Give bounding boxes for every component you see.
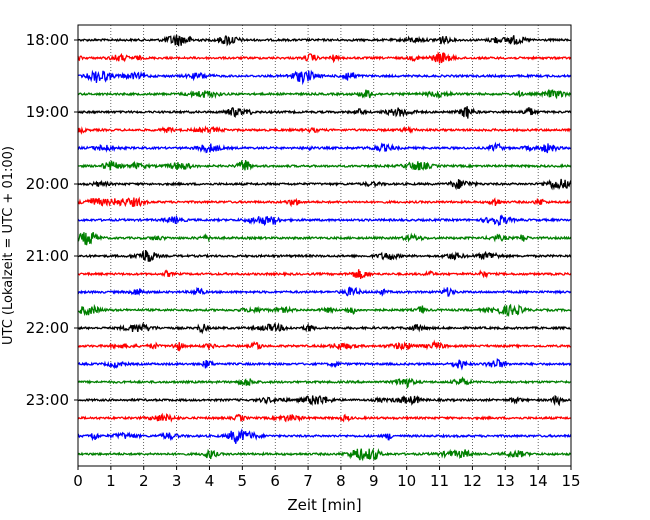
- y-tick-label: 21:00: [26, 247, 69, 265]
- y-tick-label: 18:00: [26, 31, 69, 49]
- seismic-trace-line: [77, 339, 572, 352]
- x-tick-label: 10: [397, 472, 416, 490]
- seismic-trace-line: [77, 106, 572, 119]
- x-tick-label: 9: [369, 472, 379, 490]
- x-tick-label: 0: [73, 472, 83, 490]
- seismic-trace-line: [77, 196, 572, 208]
- x-axis-ticks: 0 1 2 3 4 5 6 7 8 9 10 11 12 13 14 15: [73, 466, 581, 490]
- x-tick-label: 12: [463, 472, 482, 490]
- y-tick-label: 23:00: [26, 391, 69, 409]
- seismic-trace-line: [77, 125, 572, 135]
- seismic-trace-line: [77, 376, 572, 389]
- seismic-trace-line: [77, 214, 572, 227]
- seismic-trace-line: [77, 88, 572, 100]
- y-tick-label: 22:00: [26, 319, 69, 337]
- seismic-trace-line: [77, 34, 572, 47]
- x-tick-label: 4: [205, 472, 215, 490]
- x-tick-label: 7: [303, 472, 313, 490]
- x-tick-label: 8: [336, 472, 346, 490]
- x-tick-label: 5: [238, 472, 248, 490]
- seismic-trace-line: [77, 159, 572, 171]
- x-tick-label: 1: [106, 472, 116, 490]
- plot-frame: [77, 24, 572, 467]
- seismic-trace-line: [77, 249, 572, 262]
- y-tick-label: 20:00: [26, 175, 69, 193]
- seismic-trace-line: [77, 394, 572, 407]
- seismic-trace-line: [77, 412, 572, 423]
- seismic-trace-line: [77, 178, 572, 191]
- seismic-traces: [77, 34, 572, 462]
- y-tick-label: 19:00: [26, 103, 69, 121]
- x-tick-label: 6: [270, 472, 280, 490]
- seismic-trace-line: [77, 321, 572, 335]
- seismic-trace-line: [77, 447, 572, 462]
- seismic-trace-line: [77, 69, 572, 86]
- x-tick-label: 13: [496, 472, 515, 490]
- seismic-trace-line: [77, 303, 572, 318]
- seismic-trace-line: [77, 51, 572, 64]
- seismic-trace-line: [77, 357, 572, 371]
- seismic-trace-line: [77, 286, 572, 297]
- x-tick-label: 3: [172, 472, 182, 490]
- seismic-trace-line: [77, 269, 572, 280]
- x-tick-label: 11: [430, 472, 449, 490]
- seismic-trace-line: [77, 231, 572, 246]
- seismic-trace-line: [77, 428, 572, 444]
- x-tick-label: 14: [529, 472, 548, 490]
- x-axis-label: Zeit [min]: [287, 496, 361, 514]
- seismic-trace-line: [77, 141, 572, 154]
- x-tick-label: 2: [139, 472, 149, 490]
- y-axis-ticks: 18:00 19:00 20:00 21:00 22:00 23:00: [26, 31, 78, 409]
- x-tick-label: 15: [561, 472, 580, 490]
- y-axis-label: UTC (Lokalzeit = UTC + 01:00): [1, 146, 16, 345]
